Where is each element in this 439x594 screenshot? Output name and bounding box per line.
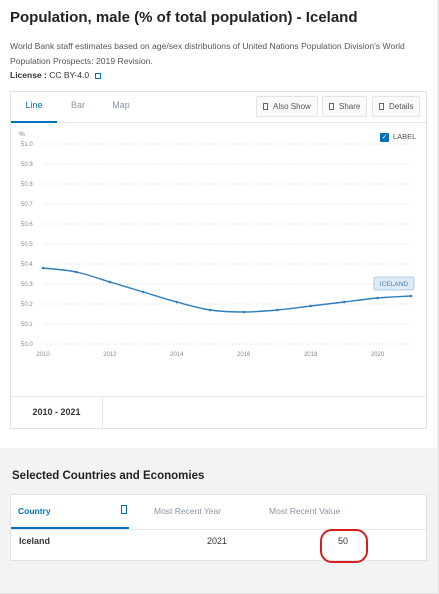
chart-panel: Line Bar Map Also Show Share Details ✓ L… bbox=[10, 91, 427, 430]
data-point bbox=[409, 294, 413, 298]
details-label: Details bbox=[389, 102, 414, 111]
y-tick-label: 50.8 bbox=[21, 182, 33, 188]
y-tick-label: 50.4 bbox=[21, 262, 33, 268]
external-link-icon[interactable] bbox=[95, 73, 102, 79]
tab-map[interactable]: Map bbox=[112, 100, 130, 110]
y-tick-label: 50.9 bbox=[21, 162, 33, 168]
column-header-year[interactable]: Most Recent Year bbox=[154, 506, 222, 516]
series-line bbox=[42, 267, 412, 313]
details-icon bbox=[379, 103, 384, 110]
data-point bbox=[275, 308, 279, 312]
data-point bbox=[41, 266, 45, 270]
tab-line[interactable]: Line bbox=[11, 92, 57, 123]
y-tick-label: 50.0 bbox=[21, 342, 33, 348]
data-point bbox=[376, 296, 379, 300]
series-label-box bbox=[373, 276, 415, 291]
table-row-divider bbox=[11, 529, 426, 530]
x-tick-label: 2012 bbox=[103, 352, 117, 358]
share-label: Share bbox=[339, 102, 361, 111]
data-point bbox=[108, 280, 112, 284]
share-button[interactable]: Share bbox=[322, 96, 367, 117]
row-year: 2021 bbox=[207, 536, 228, 546]
share-icon bbox=[329, 103, 334, 110]
x-tick-label: 2016 bbox=[237, 352, 251, 358]
data-point bbox=[242, 310, 246, 314]
indicator-card: Population, male (% of total population)… bbox=[0, 0, 437, 448]
data-point bbox=[309, 304, 312, 308]
y-tick-label: 50.7 bbox=[21, 202, 33, 208]
license-value: CC BY-4.0 bbox=[49, 70, 90, 80]
series-label: ICELAND bbox=[380, 281, 408, 288]
y-tick-label: 50.2 bbox=[21, 302, 33, 308]
row-value: 50 bbox=[338, 536, 349, 546]
y-tick-label: 50.6 bbox=[21, 222, 33, 228]
label-checkbox-text: LABEL bbox=[393, 132, 417, 141]
column-header-value[interactable]: Most Recent Value bbox=[269, 506, 341, 516]
x-tick-label: 2018 bbox=[304, 352, 318, 358]
value-highlight-circle bbox=[320, 529, 368, 563]
details-button[interactable]: Details bbox=[372, 96, 420, 117]
license-line: License : CC BY-4.0 bbox=[10, 70, 102, 80]
chart-tabs: Line Bar Map Also Show Share Details bbox=[11, 92, 426, 123]
y-tick-label: 50.5 bbox=[21, 242, 33, 248]
data-point bbox=[75, 270, 78, 274]
countries-section-title: Selected Countries and Economies bbox=[12, 470, 205, 482]
row-country[interactable]: Iceland bbox=[19, 536, 51, 546]
data-point bbox=[208, 308, 212, 312]
x-tick-label: 2020 bbox=[371, 352, 385, 358]
y-tick-label: 51.0 bbox=[21, 142, 33, 148]
line-chart: % 51.0 50.9 50.8 50.7 50.6 50.5 50.4 50.3 50.2 50.… bbox=[19, 131, 415, 358]
license-label: License : bbox=[10, 70, 50, 80]
countries-table: Country Most Recent Year Most Recent Val… bbox=[10, 494, 427, 561]
y-axis-unit: % bbox=[19, 131, 25, 138]
column-header-country[interactable]: Country bbox=[11, 495, 129, 529]
x-tick-label: 2014 bbox=[170, 352, 184, 358]
also-show-button[interactable]: Also Show bbox=[256, 96, 318, 117]
label-checkbox[interactable]: ✓ bbox=[380, 133, 389, 142]
data-point bbox=[142, 290, 145, 294]
page-title: Population, male (% of total population)… bbox=[10, 9, 358, 26]
tab-bar[interactable]: Bar bbox=[70, 100, 85, 110]
country-header-label: Country bbox=[18, 506, 51, 516]
x-tick-label: 2010 bbox=[36, 352, 50, 358]
also-show-label: Also Show bbox=[273, 102, 311, 111]
range-selector[interactable]: 2010 - 2021 bbox=[11, 397, 103, 430]
y-tick-label: 50.1 bbox=[21, 322, 33, 328]
data-point bbox=[175, 300, 179, 304]
data-point bbox=[342, 300, 346, 304]
also-show-icon bbox=[263, 103, 268, 110]
y-tick-label: 50.3 bbox=[21, 282, 33, 288]
range-bar: 2010 - 2021 bbox=[11, 396, 426, 430]
indicator-description: World Bank staff estimates based on age/… bbox=[10, 41, 405, 66]
sort-icon[interactable] bbox=[121, 505, 127, 514]
